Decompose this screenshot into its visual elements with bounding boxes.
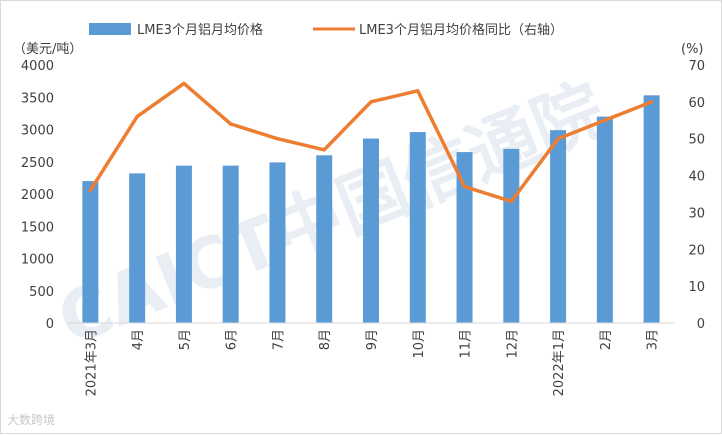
left-axis-tick: 0: [46, 317, 54, 332]
left-axis-tick: 3500: [21, 91, 54, 106]
bar: [129, 173, 146, 323]
left-axis-tick: 4000: [21, 59, 54, 74]
line-point: [135, 115, 139, 119]
x-axis: 2021年3月 4月 5月 6月 7月 8月 9月 10月 11月 12月 2022年1月 2月 3月: [67, 322, 675, 396]
x-axis-tick: 3月: [646, 329, 661, 350]
right-axis-tick: 10: [688, 280, 705, 295]
x-axis-tick: 12月: [505, 329, 520, 359]
line-point: [275, 137, 280, 141]
x-axis-tick: 9月: [365, 329, 380, 350]
right-axis-tick: 20: [688, 243, 705, 258]
credit-text: 大数跨境: [7, 413, 56, 427]
right-axis-tick: 60: [688, 96, 705, 111]
left-axis-tick: 2000: [21, 188, 54, 203]
x-axis-tick: 5月: [178, 329, 193, 350]
bar: [82, 181, 99, 323]
x-axis-tick: 2021年3月: [84, 329, 99, 396]
x-axis-tick: 6月: [225, 329, 240, 350]
line-point: [556, 137, 560, 141]
legend: LME3个月铝月均价格 LME3个月铝月均价格同比（右轴）: [89, 22, 563, 38]
right-axis-tick: 50: [688, 133, 705, 148]
legend-bar-label: LME3个月铝月均价格: [137, 22, 263, 38]
bar: [363, 138, 379, 323]
right-axis-unit: (%): [681, 42, 704, 57]
left-axis-tick: 3000: [21, 124, 54, 139]
bar: [643, 95, 660, 323]
x-axis-tick: 8月: [318, 329, 333, 350]
line-series: [88, 81, 654, 204]
x-axis-tick: 4月: [131, 329, 146, 350]
line-point: [650, 100, 654, 104]
right-axis-tick: 70: [688, 59, 705, 74]
right-axis-tick: 40: [688, 170, 705, 185]
line-point: [462, 185, 467, 189]
x-axis-tick: 2022年1月: [552, 329, 567, 396]
line-point: [182, 81, 186, 86]
bar: [456, 152, 473, 323]
x-axis-tick: 11月: [459, 329, 474, 359]
left-axis-unit: （美元/吨）: [13, 42, 82, 57]
line-point: [88, 188, 92, 192]
left-axis-tick: 1000: [21, 253, 54, 268]
legend-bar-swatch: [89, 23, 131, 35]
bar: [409, 132, 426, 323]
line-point: [603, 118, 607, 122]
bar: [503, 148, 520, 323]
bar: [550, 130, 567, 323]
line-point: [509, 199, 513, 203]
right-axis-tick: 30: [688, 206, 705, 221]
left-axis-tick: 2500: [21, 156, 54, 171]
bar: [596, 116, 613, 323]
line-point: [369, 100, 373, 104]
left-axis-tick: 1500: [21, 220, 54, 235]
line-point: [322, 148, 326, 152]
bar: [316, 155, 333, 323]
x-axis-tick: 2月: [599, 329, 614, 350]
bar: [175, 165, 192, 323]
line-point: [229, 122, 233, 126]
legend-line-label: LME3个月铝月均价格同比（右轴）: [359, 22, 563, 38]
x-axis-tick: 10月: [412, 329, 427, 359]
left-axis-tick: 500: [29, 285, 54, 300]
bar: [222, 165, 239, 323]
line-point: [416, 89, 420, 93]
bar-series: [82, 95, 660, 323]
bar: [269, 162, 286, 323]
right-axis-tick: 0: [697, 317, 705, 332]
left-axis: （美元/吨） 0 500 1000 1500 2000 2500 3000 3500 4000: [13, 42, 82, 332]
x-axis-tick: 7月: [271, 329, 286, 350]
right-axis: (%) 0 10 20 30 40 50 60 70: [681, 42, 705, 332]
